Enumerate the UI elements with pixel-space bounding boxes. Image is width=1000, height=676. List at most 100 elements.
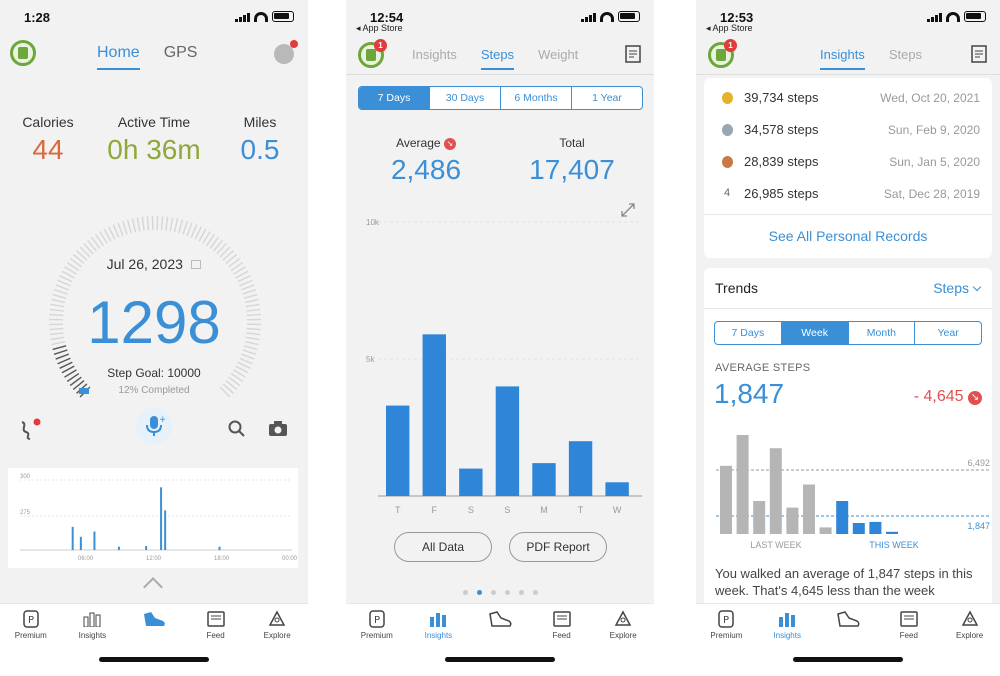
trend-bar-this-week bbox=[869, 521, 882, 534]
nav-steps[interactable] bbox=[820, 610, 876, 631]
dial-tick bbox=[66, 372, 80, 382]
tab-insights[interactable]: Insights bbox=[412, 47, 457, 62]
all-data-button[interactable]: All Data bbox=[394, 532, 492, 562]
nav-premium[interactable]: P Premium bbox=[698, 610, 754, 640]
premium-icon: P bbox=[23, 610, 39, 628]
report-list-icon[interactable] bbox=[624, 44, 644, 64]
chart-bar[interactable] bbox=[532, 463, 556, 496]
nav-insights[interactable]: Insights bbox=[410, 610, 466, 640]
trends-metric-dropdown[interactable]: Steps bbox=[933, 280, 982, 296]
record-row[interactable]: 39,734 steps Wed, Oct 20, 2021 bbox=[704, 82, 992, 114]
camera-icon[interactable] bbox=[268, 420, 288, 437]
range-7-days[interactable]: 7 Days bbox=[359, 87, 430, 109]
tab-gps[interactable]: GPS bbox=[163, 44, 198, 61]
range-30-days[interactable]: 30 Days bbox=[430, 87, 501, 109]
dial-tick bbox=[186, 222, 193, 237]
search-icon[interactable] bbox=[228, 420, 246, 438]
svg-text:P: P bbox=[28, 615, 34, 626]
dial-tick bbox=[99, 231, 108, 244]
status-bar: 12:54 bbox=[346, 8, 654, 25]
dial-tick bbox=[178, 219, 184, 234]
battery-icon bbox=[272, 11, 294, 22]
trend-bar-last-week bbox=[753, 501, 766, 534]
nav-feed[interactable]: Feed bbox=[188, 610, 244, 640]
voice-record-button[interactable]: + bbox=[136, 408, 172, 444]
dial-tick bbox=[228, 257, 241, 268]
mini-chart-y-tick: 300 bbox=[20, 474, 31, 480]
status-time: 12:54 bbox=[370, 10, 404, 25]
chart-bar[interactable] bbox=[459, 468, 483, 496]
dial-tick bbox=[246, 313, 261, 317]
notifications-icon[interactable] bbox=[274, 40, 298, 64]
status-bar: 12:53 bbox=[696, 8, 1000, 25]
dial-tick bbox=[64, 266, 77, 275]
status-bar: 1:28 bbox=[0, 8, 308, 25]
expand-icon[interactable] bbox=[620, 202, 636, 218]
dial-tick bbox=[50, 303, 65, 308]
range-6-months[interactable]: 6 Months bbox=[501, 87, 572, 109]
dial-tick bbox=[64, 369, 77, 378]
report-list-icon[interactable] bbox=[970, 44, 990, 64]
dial-tick bbox=[59, 361, 73, 369]
hourly-steps-chart: 300 275 06:00 12:00 18:00 00:00 bbox=[8, 468, 298, 568]
dial-tick bbox=[136, 217, 141, 232]
calendar-icon[interactable] bbox=[191, 260, 202, 269]
nav-insights[interactable]: Insights bbox=[759, 610, 815, 640]
nav-premium[interactable]: P Premium bbox=[349, 610, 405, 640]
profile-avatar[interactable]: 1 bbox=[358, 39, 387, 68]
tab-steps[interactable]: Steps bbox=[888, 47, 923, 62]
record-row[interactable]: 4 26,985 steps Sat, Dec 28, 2019 bbox=[704, 178, 992, 210]
range-7-days[interactable]: 7 Days bbox=[715, 322, 782, 344]
chart-bar[interactable] bbox=[568, 441, 593, 496]
chart-bar[interactable] bbox=[386, 405, 410, 496]
record-steps: 26,985 steps bbox=[744, 186, 819, 201]
nav-explore[interactable]: Explore bbox=[249, 610, 305, 640]
nav-explore[interactable]: Explore bbox=[595, 610, 651, 640]
nav-steps[interactable] bbox=[472, 610, 528, 631]
nav-insights[interactable]: Insights bbox=[64, 610, 120, 640]
phone-steps-screen: 12:54 ◂ App Store 1 Insights Steps Weigh… bbox=[346, 0, 654, 676]
chart-bar[interactable] bbox=[495, 386, 520, 496]
chart-bar[interactable] bbox=[605, 482, 629, 496]
last-week-label: LAST WEEK bbox=[750, 540, 801, 550]
see-all-records-link[interactable]: See All Personal Records bbox=[768, 228, 928, 244]
nav-premium[interactable]: P Premium bbox=[3, 610, 59, 640]
tab-home[interactable]: Home bbox=[97, 44, 140, 70]
range-year[interactable]: Year bbox=[937, 327, 959, 339]
record-row[interactable]: 28,839 steps Sun, Jan 5, 2020 bbox=[704, 146, 992, 178]
back-to-app-store[interactable]: ◂ App Store bbox=[706, 23, 753, 33]
profile-avatar[interactable]: 1 bbox=[708, 39, 737, 68]
mini-chart-bar bbox=[160, 487, 163, 550]
tab-steps[interactable]: Steps bbox=[480, 47, 515, 70]
dial-date[interactable]: Jul 26, 2023 bbox=[106, 256, 183, 272]
range-week[interactable]: Week bbox=[781, 322, 849, 344]
back-to-app-store[interactable]: ◂ App Store bbox=[356, 23, 403, 33]
activity-trail-icon[interactable] bbox=[16, 418, 42, 442]
dial-tick bbox=[222, 383, 234, 394]
dial-tick bbox=[198, 228, 207, 242]
nav-feed[interactable]: Feed bbox=[534, 610, 590, 640]
home-indicator bbox=[99, 657, 209, 662]
insights-icon bbox=[779, 613, 796, 627]
nav-explore[interactable]: Explore bbox=[942, 610, 998, 640]
pdf-report-button[interactable]: PDF Report bbox=[509, 532, 607, 562]
dial-tick bbox=[112, 224, 120, 238]
nav-feed[interactable]: Feed bbox=[881, 610, 937, 640]
nav-steps[interactable] bbox=[126, 610, 182, 631]
range-1-year[interactable]: 1 Year bbox=[592, 92, 622, 104]
chevron-down-icon bbox=[972, 282, 982, 292]
trend-bar-this-week bbox=[886, 531, 898, 534]
profile-avatar[interactable] bbox=[10, 40, 36, 66]
tab-insights[interactable]: Insights bbox=[820, 47, 865, 70]
dial-tick bbox=[213, 239, 224, 252]
record-row[interactable]: 34,578 steps Sun, Feb 9, 2020 bbox=[704, 114, 992, 146]
chart-y-tick: 10k bbox=[366, 218, 380, 227]
range-month[interactable]: Month bbox=[849, 322, 916, 344]
tab-weight[interactable]: Weight bbox=[538, 47, 579, 62]
chart-bar[interactable] bbox=[422, 334, 446, 496]
dial-tick bbox=[55, 284, 70, 291]
dial-tick bbox=[50, 336, 65, 341]
record-date: Sun, Feb 9, 2020 bbox=[887, 123, 980, 137]
feed-icon bbox=[206, 611, 225, 627]
dial-tick bbox=[146, 216, 150, 231]
